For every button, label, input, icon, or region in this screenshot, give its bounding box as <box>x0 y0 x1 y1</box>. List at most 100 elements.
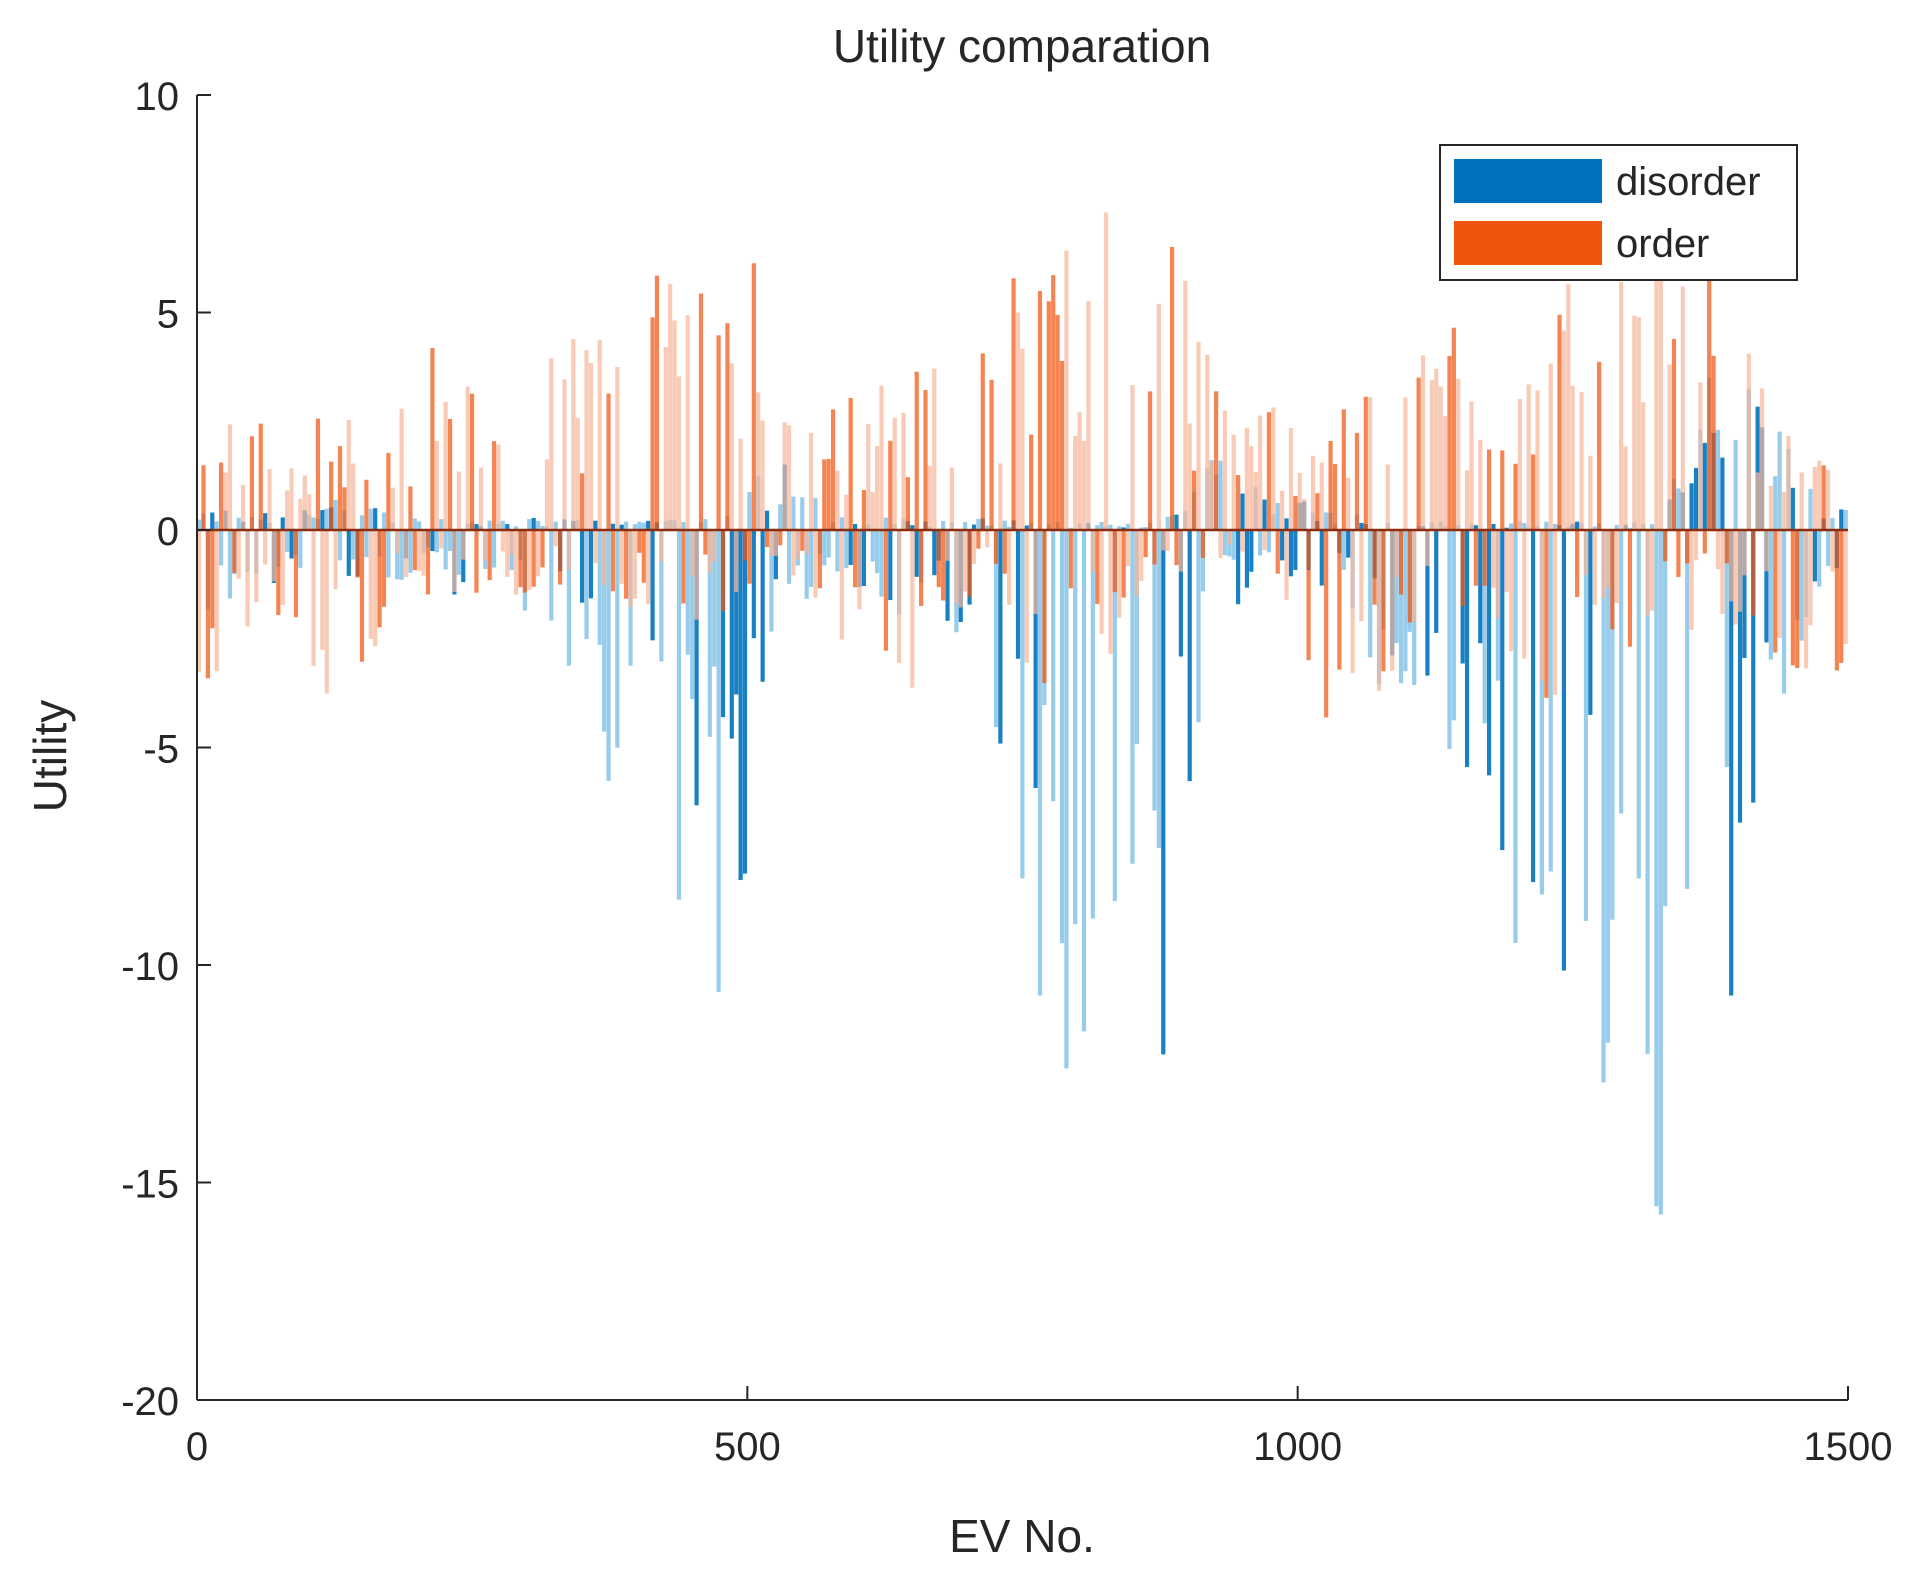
disorder-bar <box>408 530 413 573</box>
order-bar <box>1768 485 1773 530</box>
disorder-bar <box>1583 530 1589 921</box>
disorder-bar <box>1777 431 1782 530</box>
order-bar <box>1214 391 1219 530</box>
order-bar <box>817 530 822 589</box>
order-bar <box>606 393 611 530</box>
disorder-bar <box>399 530 404 580</box>
disorder-bar <box>1575 521 1580 530</box>
order-bar <box>1165 530 1170 551</box>
order-bar <box>804 530 809 554</box>
disorder-bar <box>1522 522 1527 530</box>
disorder-bar <box>1812 530 1817 582</box>
order-bar <box>1403 397 1408 530</box>
disorder-bar <box>1231 530 1236 560</box>
order-bar <box>1566 284 1571 530</box>
order-bar <box>315 418 321 530</box>
order-bar <box>381 530 387 607</box>
order-bar <box>1671 338 1677 530</box>
order-bar <box>734 530 739 593</box>
disorder-bar <box>289 530 294 559</box>
order-bar <box>1720 530 1725 614</box>
order-bar <box>676 376 682 530</box>
order-bar <box>1821 465 1826 530</box>
order-bar <box>1288 427 1294 530</box>
disorder-bar <box>1636 530 1641 879</box>
disorder-bar <box>835 530 840 572</box>
order-bar <box>1715 530 1721 570</box>
disorder-bar <box>1830 517 1835 530</box>
order-bar <box>919 530 924 606</box>
order-bar <box>1746 353 1751 530</box>
order-bar <box>1192 470 1197 530</box>
order-bar <box>227 424 232 530</box>
order-bar <box>527 530 532 590</box>
order-bar <box>1553 530 1558 695</box>
disorder-bar <box>1081 530 1087 1032</box>
order-bar <box>1781 491 1787 530</box>
order-bar <box>373 530 378 647</box>
y-tick-label: 5 <box>157 293 179 337</box>
order-bar <box>597 339 602 530</box>
order-bar <box>320 530 325 650</box>
disorder-bar <box>1240 493 1245 530</box>
disorder-bar <box>804 530 809 599</box>
disorder-bar <box>1689 483 1694 530</box>
disorder-bar <box>197 519 202 530</box>
order-bar <box>1420 355 1426 530</box>
order-bar <box>1258 415 1263 530</box>
order-bar <box>1324 530 1329 718</box>
order-bar <box>549 358 554 530</box>
order-bar <box>558 530 563 585</box>
order-bar <box>1328 440 1333 530</box>
order-bar <box>377 530 382 628</box>
order-bar <box>971 530 977 564</box>
order-bar <box>1579 391 1584 530</box>
x-tick-label: 0 <box>186 1425 208 1469</box>
disorder-bar <box>760 530 765 682</box>
order-bar <box>351 463 356 530</box>
order-bar <box>914 371 919 530</box>
order-bar <box>1125 530 1131 567</box>
disorder-bar <box>606 530 611 781</box>
order-bar <box>1416 377 1421 530</box>
disorder-bar <box>1676 488 1681 530</box>
disorder-bar <box>1258 530 1263 556</box>
disorder-bar <box>707 530 712 737</box>
disorder-bar <box>1293 530 1298 570</box>
disorder-bar <box>1434 530 1439 633</box>
disorder-bar <box>527 519 532 530</box>
disorder-bar <box>1319 530 1324 586</box>
order-bar <box>575 417 580 530</box>
disorder-bar <box>1249 530 1254 572</box>
order-bar <box>760 420 765 530</box>
disorder-bar <box>1720 457 1725 530</box>
order-bar <box>624 530 629 599</box>
order-bar <box>452 530 457 593</box>
disorder-bar <box>285 530 290 553</box>
order-bar <box>430 348 435 530</box>
order-bar <box>861 489 866 530</box>
order-bar <box>1645 530 1650 616</box>
order-bar <box>487 530 492 581</box>
disorder-bar <box>593 520 598 530</box>
order-bar <box>927 465 933 530</box>
disorder-bar <box>536 520 541 530</box>
disorder-bar <box>875 530 880 574</box>
order-bar <box>1601 530 1606 598</box>
disorder-bar <box>1751 530 1756 803</box>
order-bar <box>720 530 726 611</box>
order-bar <box>531 530 536 587</box>
order-bar <box>870 491 875 530</box>
disorder-bar <box>1645 530 1650 1054</box>
order-bar <box>1839 530 1844 663</box>
order-bar <box>1830 530 1835 572</box>
disorder-bar <box>1394 530 1399 644</box>
order-bar <box>483 530 488 561</box>
order-bar <box>663 347 668 530</box>
order-bar <box>241 484 246 530</box>
order-bar <box>668 283 673 530</box>
disorder-bar <box>1799 530 1804 641</box>
disorder-bar <box>1539 530 1544 895</box>
disorder-bar <box>1275 503 1280 530</box>
